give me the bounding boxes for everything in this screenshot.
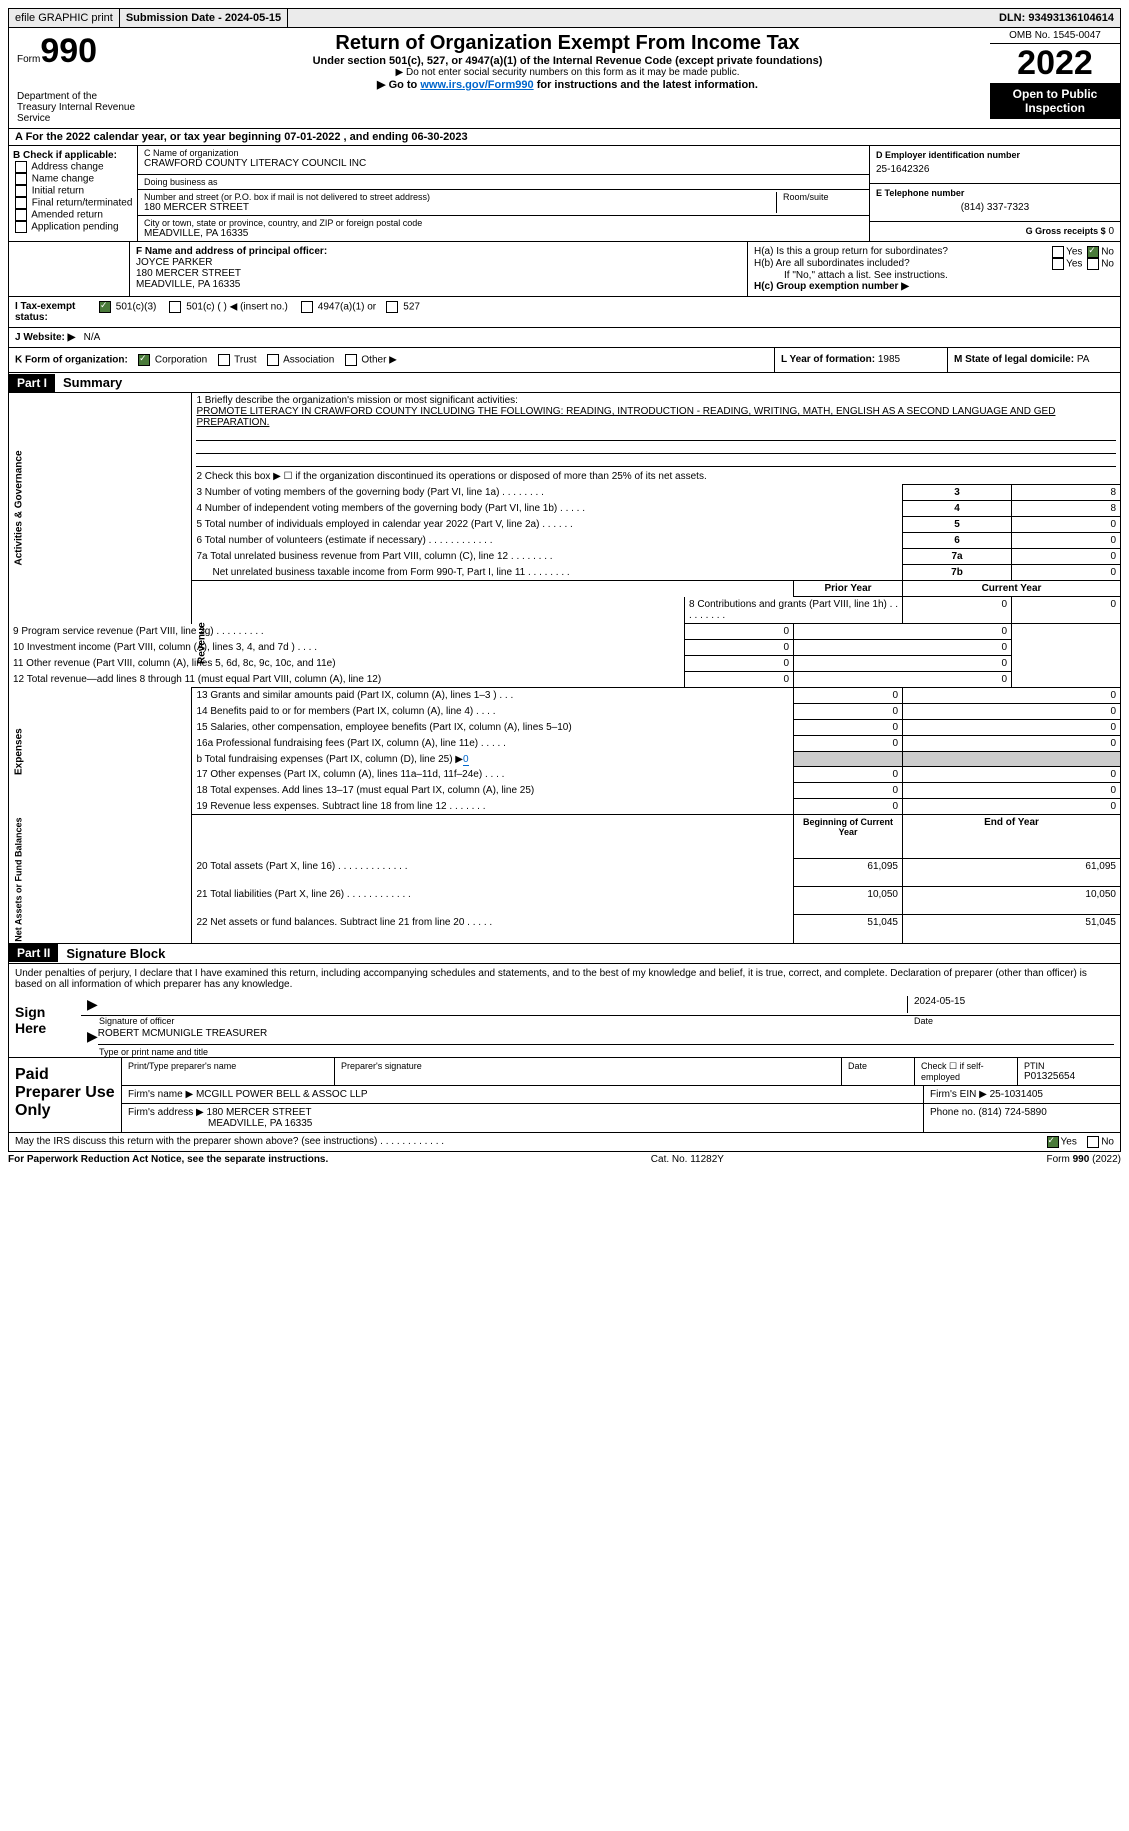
- form-header: Form990 Department of the Treasury Inter…: [8, 28, 1121, 129]
- paid-preparer: Paid Preparer Use Only Print/Type prepar…: [9, 1057, 1120, 1132]
- ein: 25-1642326: [876, 160, 1114, 179]
- efile-label: efile GRAPHIC print: [9, 9, 120, 27]
- vtext-netassets: Net Assets or Fund Balances: [9, 815, 192, 944]
- col-b: B Check if applicable: Address change Na…: [9, 146, 138, 241]
- vtext-expenses: Expenses: [9, 688, 192, 815]
- main-info: B Check if applicable: Address change Na…: [8, 146, 1121, 242]
- mission: PROMOTE LITERACY IN CRAWFORD COUNTY INCL…: [196, 406, 1116, 428]
- irs-link[interactable]: www.irs.gov/Form990: [420, 79, 533, 91]
- check-name[interactable]: [15, 173, 27, 185]
- row-a: A For the 2022 calendar year, or tax yea…: [8, 129, 1121, 146]
- tax-year: 2022: [990, 44, 1120, 83]
- check-amended[interactable]: [15, 209, 27, 221]
- note2: ▶ Go to www.irs.gov/Form990 for instruct…: [149, 78, 986, 91]
- dept-label: Department of the Treasury Internal Reve…: [17, 91, 137, 124]
- check-final[interactable]: [15, 197, 27, 209]
- gross-receipts: 0: [1108, 226, 1114, 237]
- part1-header: Part I Summary: [8, 373, 1121, 393]
- title-box: Return of Organization Exempt From Incom…: [145, 28, 990, 128]
- omb: OMB No. 1545-0047: [990, 28, 1120, 44]
- subtitle: Under section 501(c), 527, or 4947(a)(1)…: [149, 55, 986, 67]
- note1: ▶ Do not enter social security numbers o…: [149, 67, 986, 78]
- status-row: I Tax-exempt status: 501(c)(3) 501(c) ( …: [8, 297, 1121, 328]
- officer-name-title: ROBERT MCMUNIGLE TREASURER: [98, 1028, 1114, 1045]
- check-initial[interactable]: [15, 185, 27, 197]
- officer-row: F Name and address of principal officer:…: [8, 242, 1121, 297]
- vtext-activities: Activities & Governance: [9, 393, 192, 624]
- submission-date: Submission Date - 2024-05-15: [120, 9, 288, 27]
- col-c: C Name of organization CRAWFORD COUNTY L…: [138, 146, 869, 241]
- summary-table: Activities & Governance 1 Briefly descri…: [8, 393, 1121, 944]
- street: 180 MERCER STREET: [144, 202, 776, 213]
- officer-name: JOYCE PARKER: [136, 257, 741, 268]
- main-title: Return of Organization Exempt From Incom…: [149, 32, 986, 55]
- form-id-box: Form990 Department of the Treasury Inter…: [9, 28, 145, 128]
- footer: For Paperwork Reduction Act Notice, see …: [8, 1152, 1121, 1167]
- website-row: J Website: ▶ N/A: [8, 328, 1121, 348]
- dln: DLN: 93493136104614: [993, 9, 1120, 27]
- website: N/A: [84, 332, 101, 343]
- declaration: Under penalties of perjury, I declare th…: [9, 964, 1120, 994]
- phone: (814) 337-7323: [876, 198, 1114, 217]
- top-bar: efile GRAPHIC print Submission Date - 20…: [8, 8, 1121, 28]
- open-inspection: Open to Public Inspection: [990, 83, 1120, 119]
- signature-section: Under penalties of perjury, I declare th…: [8, 964, 1121, 1152]
- org-name: CRAWFORD COUNTY LITERACY COUNCIL INC: [144, 158, 863, 169]
- vtext-revenue: Revenue: [192, 597, 685, 688]
- check-address[interactable]: [15, 161, 27, 173]
- k-row: K Form of organization: Corporation Trus…: [8, 348, 1121, 373]
- sign-here: Sign Here: [9, 994, 81, 1057]
- part2-header: Part II Signature Block: [8, 944, 1121, 964]
- city: MEADVILLE, PA 16335: [144, 228, 863, 239]
- col-d: D Employer identification number 25-1642…: [869, 146, 1120, 241]
- year-box: OMB No. 1545-0047 2022 Open to Public In…: [990, 28, 1120, 128]
- check-pending[interactable]: [15, 221, 27, 233]
